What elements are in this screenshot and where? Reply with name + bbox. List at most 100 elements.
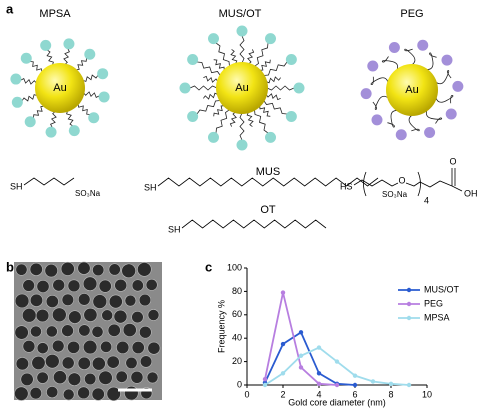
chem-label: SH [168, 224, 181, 234]
gold-core [35, 63, 85, 113]
ligand-head [417, 39, 429, 51]
ligand [254, 42, 269, 67]
ligand-head [20, 52, 32, 64]
chain [23, 177, 75, 186]
nanoparticle [62, 388, 75, 401]
ligand [426, 52, 437, 70]
core-label: Au [53, 82, 66, 94]
ligand-head [187, 54, 199, 65]
ligand-head [441, 54, 453, 66]
data-point [280, 290, 286, 295]
ligand [77, 103, 91, 115]
ligand [263, 61, 288, 76]
chem-label: SO₃Na [75, 189, 101, 198]
ligand-head [360, 88, 372, 100]
nanoparticle [121, 263, 136, 279]
series-line [264, 346, 410, 386]
ligand-head [84, 48, 96, 60]
nanoparticle [82, 276, 98, 291]
nanoparticle [145, 278, 158, 291]
nanoparticle [67, 279, 81, 293]
nanoparticle [131, 310, 144, 324]
ligand [66, 110, 74, 127]
chem-label: SO₃Na [382, 190, 408, 199]
particle-name: MUS/OT [219, 8, 262, 20]
x-tick-label: 8 [388, 389, 393, 399]
ligand [265, 76, 281, 84]
nanoparticle [78, 293, 91, 306]
nanoparticle [83, 307, 98, 322]
nanoparticle [106, 355, 120, 369]
legend-label: MUS/OT [424, 284, 460, 294]
ligand [83, 91, 100, 98]
ligand-head [40, 39, 52, 51]
data-point [262, 382, 268, 388]
x-tick-label: 10 [422, 389, 432, 399]
chain [181, 219, 327, 229]
chem-label: SH [10, 181, 23, 191]
data-point [352, 382, 358, 388]
data-point [334, 359, 340, 364]
ligand [21, 94, 38, 102]
nanoparticle [60, 261, 75, 276]
ligand [230, 49, 238, 65]
legend-label: MPSA [424, 312, 450, 322]
nanoparticle [98, 279, 112, 293]
chain [405, 180, 453, 188]
ligand-head [265, 131, 276, 143]
x-axis-label: Gold core diameter (nm) [288, 397, 386, 407]
nanoparticle [84, 372, 97, 386]
nanoparticle [20, 372, 34, 386]
ligand [196, 61, 221, 76]
ligand [50, 111, 57, 128]
gold-core [386, 64, 438, 116]
ligand [435, 70, 452, 85]
chem-name: OT [260, 204, 276, 216]
ligand [75, 57, 87, 71]
ligand [259, 105, 271, 117]
nanoparticle [91, 325, 104, 338]
nanoparticle [45, 295, 59, 308]
ligand [381, 56, 399, 71]
data-point [388, 381, 394, 387]
data-point [316, 371, 322, 376]
nanoparticle [67, 340, 81, 354]
nanoparticle [31, 355, 46, 370]
legend-marker [406, 287, 412, 293]
nanoparticle [68, 310, 82, 324]
y-tick-label: 0 [237, 379, 242, 389]
nanoparticle [125, 356, 138, 370]
ligand-head [45, 126, 57, 138]
ligand-head [285, 111, 297, 122]
ligand-head [179, 82, 191, 94]
series-line [264, 292, 338, 386]
data-point [316, 381, 322, 387]
ligand-head [10, 73, 22, 85]
core-label: Au [405, 84, 418, 96]
ligand [247, 49, 255, 65]
nanoparticle [106, 386, 121, 402]
nanoparticle [91, 356, 106, 371]
ligand [189, 85, 218, 91]
data-point [352, 373, 358, 378]
ligand [263, 100, 288, 115]
ligand-head [371, 114, 383, 126]
ligand-head [187, 111, 199, 122]
chem-label: O [449, 156, 456, 166]
ligand [82, 74, 99, 82]
data-point [370, 379, 376, 384]
bracket [363, 171, 421, 197]
ligand-head [424, 127, 436, 139]
nanoparticle [131, 279, 144, 292]
ligand-head [63, 38, 75, 50]
data-point [298, 353, 304, 358]
ligand-head [98, 91, 110, 103]
ligand-head [208, 131, 219, 143]
y-tick-label: 60 [232, 309, 242, 319]
panel-label: a [6, 1, 14, 16]
nanoparticle [131, 341, 145, 355]
ligand-head [367, 60, 379, 72]
ligand [387, 110, 398, 128]
ligand-head [395, 129, 407, 141]
panel-label: c [205, 259, 212, 274]
